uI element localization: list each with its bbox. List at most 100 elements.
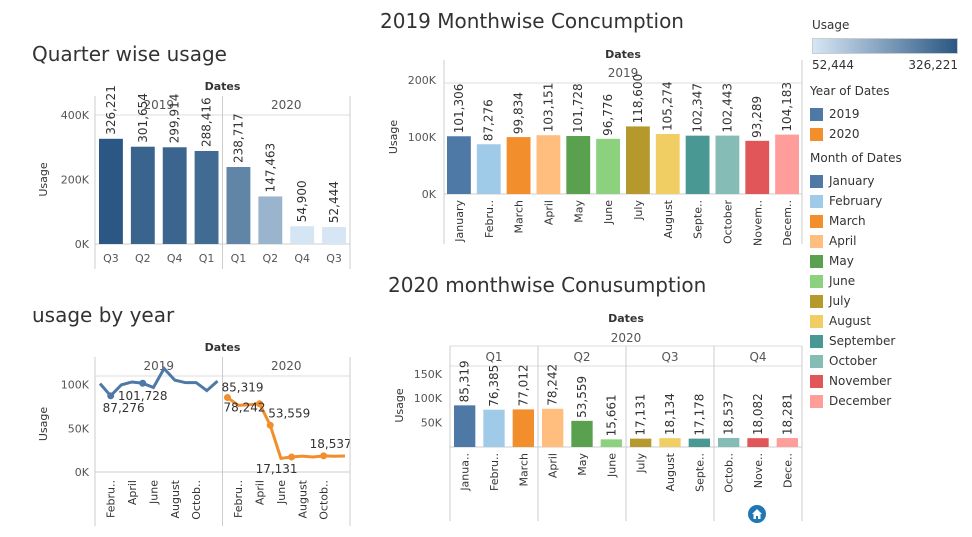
quarter-bar[interactable] bbox=[130, 146, 155, 244]
quarter-category-label: Q2 bbox=[135, 252, 151, 265]
m2020-bar[interactable] bbox=[688, 438, 710, 447]
month-legend-item[interactable]: April bbox=[810, 231, 902, 251]
year-legend-item[interactable]: 2019 bbox=[810, 104, 890, 124]
year-point[interactable] bbox=[139, 379, 147, 387]
m2019-bar[interactable] bbox=[775, 134, 799, 194]
year-point[interactable] bbox=[320, 452, 328, 460]
quarter-ytick: 200K bbox=[61, 174, 90, 187]
year-xtick: Octob.. bbox=[318, 480, 331, 520]
quarter-bar[interactable] bbox=[322, 227, 346, 244]
quarter-category-label: Q3 bbox=[103, 252, 119, 265]
quarter-data-label: 299,914 bbox=[168, 94, 182, 144]
month-legend-label: August bbox=[829, 314, 871, 328]
month-legend-item[interactable]: January bbox=[810, 171, 902, 191]
quarter-group-label: 2019 bbox=[143, 98, 174, 112]
m2019-bar[interactable] bbox=[715, 135, 740, 194]
year-ylabel: Usage bbox=[37, 407, 50, 442]
m2020-bar[interactable] bbox=[776, 438, 798, 447]
m2019-category-label: August bbox=[662, 199, 675, 238]
m2020-bar[interactable] bbox=[747, 438, 769, 447]
m2019-category-label: Novem.. bbox=[751, 200, 764, 246]
year-legend-label: 2020 bbox=[829, 127, 860, 141]
m2019-category-label: June bbox=[602, 200, 615, 225]
m2020-quarter-label: Q4 bbox=[749, 350, 766, 364]
m2019-ytick: 200K bbox=[408, 74, 437, 87]
m2020-header: Dates bbox=[608, 312, 644, 325]
m2020-ytick: 50K bbox=[421, 417, 443, 430]
m2019-bar[interactable] bbox=[506, 137, 531, 194]
m2019-chart-title: 2019 Monthwise Concumption bbox=[380, 9, 684, 33]
month-legend-item[interactable]: November bbox=[810, 371, 902, 391]
m2020-consumption-chart: Dates 2020 Usage 50K 100K 150K Q1 Q2 Q3 Q4 85,319 J… bbox=[393, 312, 803, 521]
year-xtick: June bbox=[147, 480, 160, 505]
m2020-bar[interactable] bbox=[718, 437, 740, 447]
m2020-bar[interactable] bbox=[659, 438, 681, 447]
month-legend: Month of Dates January February March April… bbox=[810, 151, 902, 411]
year-xtick: Febru.. bbox=[105, 480, 118, 518]
year-xtick: Octob.. bbox=[190, 480, 203, 520]
m2019-bar[interactable] bbox=[476, 144, 501, 194]
month-legend-item[interactable]: September bbox=[810, 331, 902, 351]
usage-legend-min: 52,444 bbox=[812, 58, 854, 72]
year-data-label: 87,276 bbox=[103, 401, 145, 415]
m2020-bar[interactable] bbox=[512, 409, 534, 447]
m2019-bar[interactable] bbox=[626, 126, 650, 194]
month-legend-item[interactable]: May bbox=[810, 251, 902, 271]
quarter-data-label: 326,221 bbox=[104, 85, 118, 135]
m2019-bar[interactable] bbox=[685, 135, 710, 194]
year-xtick: April bbox=[126, 480, 139, 505]
m2020-bar[interactable] bbox=[454, 405, 476, 447]
m2020-data-label: 17,178 bbox=[692, 394, 706, 436]
month-legend-item[interactable]: October bbox=[810, 351, 902, 371]
m2020-bar[interactable] bbox=[630, 438, 652, 447]
month-legend-swatch bbox=[810, 354, 823, 368]
m2019-bar[interactable] bbox=[745, 140, 770, 194]
m2020-bar[interactable] bbox=[483, 409, 505, 447]
quarter-bar[interactable] bbox=[99, 138, 123, 244]
quarter-group-label: 2020 bbox=[271, 98, 302, 112]
year-point[interactable] bbox=[224, 394, 231, 402]
m2020-category-label: June bbox=[605, 453, 618, 478]
month-legend-label: June bbox=[829, 274, 856, 288]
quarter-bar[interactable] bbox=[226, 167, 251, 244]
m2019-bar[interactable] bbox=[536, 135, 561, 194]
m2019-bar[interactable] bbox=[596, 138, 620, 194]
quarter-bar[interactable] bbox=[162, 147, 187, 244]
month-legend-item[interactable]: March bbox=[810, 211, 902, 231]
m2019-bar[interactable] bbox=[447, 136, 471, 194]
year-point[interactable] bbox=[107, 392, 115, 400]
m2020-bar[interactable] bbox=[600, 439, 622, 447]
m2020-bar[interactable] bbox=[542, 408, 564, 447]
year-legend-swatch bbox=[810, 127, 823, 141]
quarter-bar[interactable] bbox=[194, 150, 219, 244]
home-glyph bbox=[752, 509, 762, 519]
home-icon[interactable] bbox=[748, 505, 766, 523]
m2020-category-label: May bbox=[576, 453, 589, 476]
m2019-data-label: 102,347 bbox=[691, 83, 705, 133]
year-header: Dates bbox=[205, 341, 241, 354]
month-legend-label: September bbox=[829, 334, 896, 348]
m2020-data-label: 78,242 bbox=[546, 364, 560, 406]
year-point[interactable] bbox=[266, 421, 274, 429]
m2019-consumption-chart: Dates 2019 Usage 0K 100K 200K 101,306 January 87… bbox=[387, 48, 803, 246]
m2019-bar[interactable] bbox=[655, 133, 680, 194]
month-legend-item[interactable]: July bbox=[810, 291, 902, 311]
month-legend-label: February bbox=[829, 194, 883, 208]
m2019-data-label: 101,306 bbox=[452, 84, 466, 134]
m2019-category-label: January bbox=[453, 200, 466, 243]
quarter-bar[interactable] bbox=[290, 226, 315, 244]
month-legend-item[interactable]: June bbox=[810, 271, 902, 291]
month-legend-item[interactable]: August bbox=[810, 311, 902, 331]
year-point[interactable] bbox=[288, 453, 296, 461]
year-series-line-2019[interactable] bbox=[98, 365, 219, 399]
year-point[interactable] bbox=[256, 400, 264, 408]
m2020-category-label: Dece.. bbox=[781, 453, 794, 488]
month-legend-item[interactable]: February bbox=[810, 191, 902, 211]
m2020-bar[interactable] bbox=[571, 420, 593, 447]
month-legend-item[interactable]: December bbox=[810, 391, 902, 411]
m2019-bar[interactable] bbox=[566, 136, 591, 194]
quarter-bar[interactable] bbox=[258, 196, 283, 244]
year-legend-item[interactable]: 2020 bbox=[810, 124, 890, 144]
m2019-category-label: March bbox=[513, 200, 526, 234]
